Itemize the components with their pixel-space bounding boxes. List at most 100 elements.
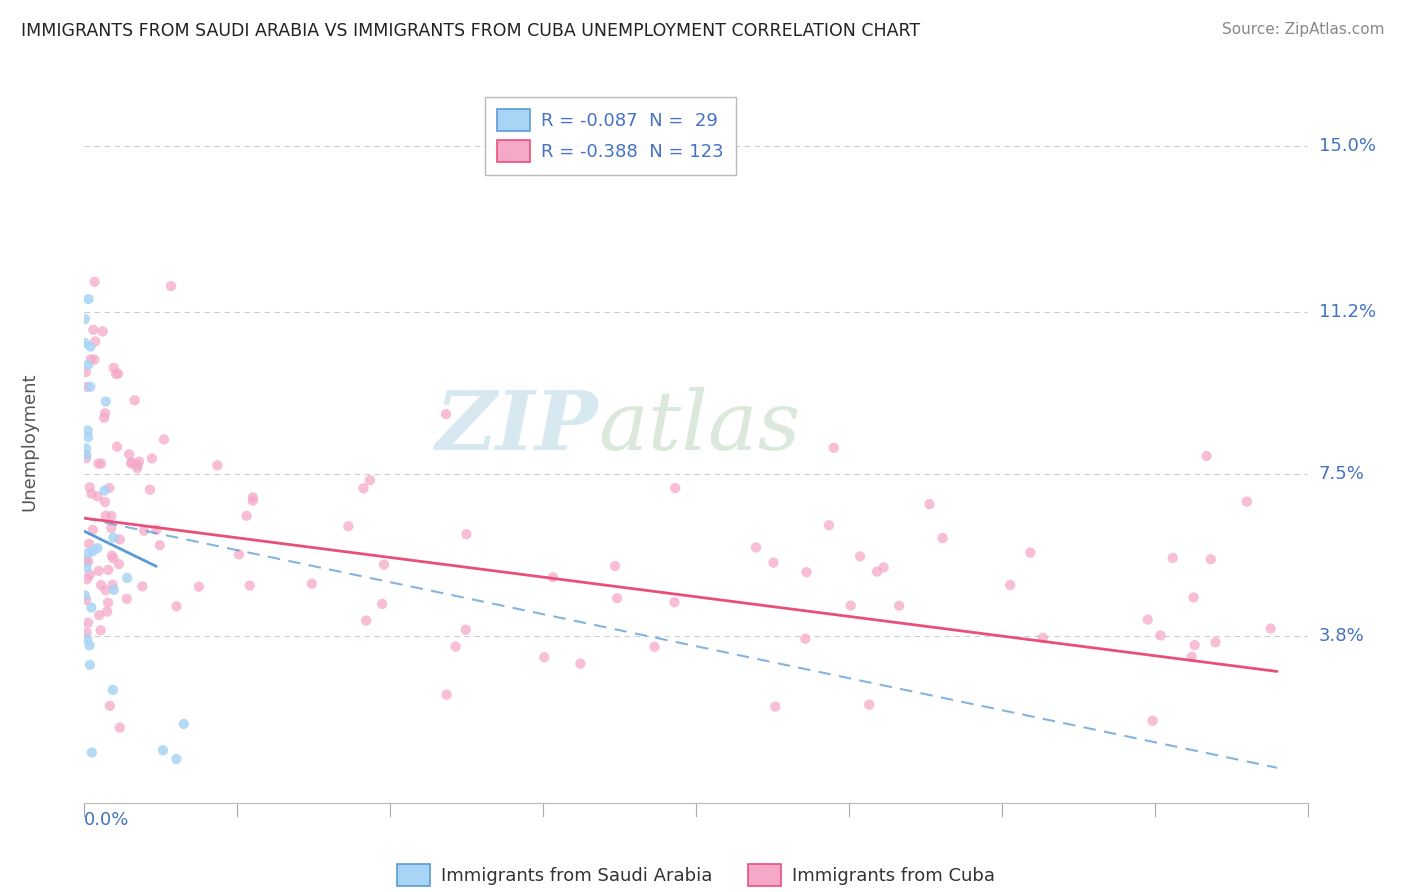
Point (79, 638, 101, 652)
Point (371, 597, 394, 611)
Text: 7.5%: 7.5% (1319, 466, 1365, 483)
Point (849, 549, 872, 564)
Point (818, 518, 841, 533)
Point (1149, 628, 1171, 642)
Point (89, 608, 111, 623)
Point (98, 481, 121, 495)
Point (100, 508, 122, 523)
Point (105, 367, 128, 381)
Point (75, 593, 97, 607)
Point (1182, 591, 1205, 605)
Point (91, 325, 114, 339)
Point (872, 560, 894, 574)
Point (77, 537, 100, 551)
Point (101, 551, 124, 566)
Text: 3.8%: 3.8% (1319, 627, 1364, 646)
Point (94, 495, 117, 509)
Point (165, 752, 187, 766)
Point (76, 632, 98, 647)
Point (97, 596, 120, 610)
Point (82, 544, 104, 558)
Point (127, 461, 149, 475)
Point (115, 571, 138, 585)
Point (242, 491, 264, 505)
Point (75, 442, 97, 456)
Point (79, 657, 101, 672)
Point (75, 451, 97, 466)
Text: IMMIGRANTS FROM SAUDI ARABIA VS IMMIGRANTS FROM CUBA UNEMPLOYMENT CORRELATION CH: IMMIGRANTS FROM SAUDI ARABIA VS IMMIGRAN… (21, 22, 920, 40)
Point (90, 578, 112, 592)
Point (105, 440, 128, 454)
Point (101, 682, 124, 697)
Point (80, 486, 103, 500)
Point (664, 481, 686, 495)
Point (103, 360, 125, 375)
Point (90, 457, 112, 471)
Text: Source: ZipAtlas.com: Source: ZipAtlas.com (1222, 22, 1385, 37)
Point (152, 743, 174, 757)
Point (82, 323, 104, 337)
Point (1142, 714, 1164, 728)
Point (454, 623, 477, 637)
Point (354, 614, 377, 628)
Point (128, 454, 150, 468)
Point (664, 595, 686, 609)
Point (359, 473, 381, 487)
Point (118, 447, 141, 461)
Text: Unemployment: Unemployment (20, 372, 38, 511)
Point (745, 541, 768, 555)
Point (166, 599, 188, 614)
Point (796, 566, 818, 580)
Point (301, 576, 323, 591)
Point (1184, 638, 1206, 652)
Point (94, 508, 117, 523)
Point (1205, 635, 1227, 649)
Point (79, 380, 101, 394)
Point (120, 456, 142, 470)
Point (73, 588, 96, 602)
Text: ZIP: ZIP (436, 387, 598, 467)
Point (97, 563, 120, 577)
Point (242, 493, 264, 508)
Point (76, 380, 98, 394)
Point (93, 410, 115, 425)
Point (533, 650, 555, 665)
Point (839, 599, 862, 613)
Point (794, 632, 817, 646)
Point (1181, 649, 1204, 664)
Point (131, 579, 153, 593)
Point (866, 565, 889, 579)
Point (235, 508, 257, 523)
Point (108, 533, 131, 547)
Point (77, 615, 100, 630)
Point (1136, 613, 1159, 627)
Point (90, 624, 112, 638)
Point (239, 579, 262, 593)
Point (77, 358, 100, 372)
Point (1000, 578, 1022, 592)
Point (93, 483, 115, 498)
Point (77, 430, 100, 444)
Point (121, 456, 143, 470)
Point (644, 640, 666, 654)
Point (124, 393, 146, 408)
Point (373, 558, 395, 572)
Point (606, 591, 628, 606)
Point (1236, 494, 1258, 508)
Point (75, 448, 97, 462)
Text: 11.2%: 11.2% (1319, 303, 1376, 321)
Point (132, 524, 155, 538)
Point (858, 698, 880, 712)
Point (83, 352, 105, 367)
Point (823, 441, 845, 455)
Point (1260, 622, 1282, 636)
Point (79, 340, 101, 354)
Point (76, 572, 98, 586)
Point (73, 312, 96, 326)
Point (127, 458, 149, 473)
Point (763, 699, 786, 714)
Point (75, 554, 97, 568)
Point (762, 556, 785, 570)
Point (94, 394, 117, 409)
Point (84, 334, 107, 349)
